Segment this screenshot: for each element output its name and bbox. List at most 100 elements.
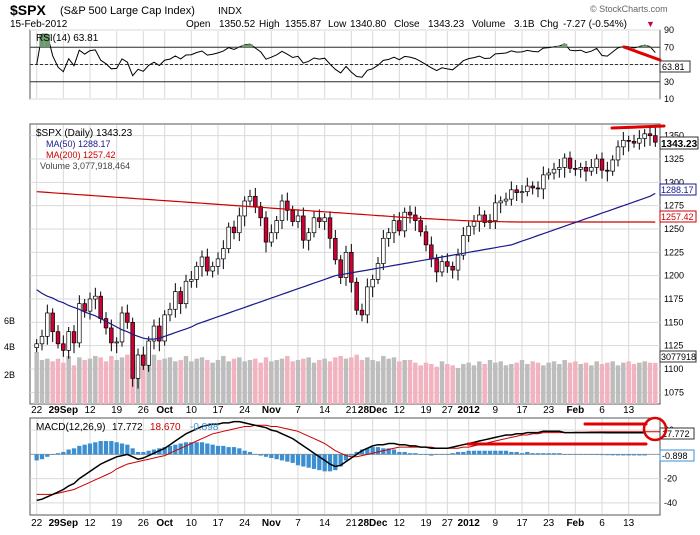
macd-histogram-bar <box>483 451 487 455</box>
open-value: 1350.52 <box>219 19 256 30</box>
macd-histogram-bar <box>472 451 476 455</box>
macd-x-tick-label: 21 <box>346 518 358 529</box>
candle-body <box>547 173 551 175</box>
volume-bar <box>653 363 657 404</box>
macd-x-tick-label: 24 <box>239 518 251 529</box>
rsi-overbought-fill <box>551 47 556 48</box>
x-tick-label: 13 <box>623 405 635 416</box>
macd-histogram-bar <box>637 454 641 455</box>
macd-histogram-bar <box>397 452 401 454</box>
candle-body <box>237 216 241 233</box>
macd-histogram-bar <box>547 453 551 454</box>
candle-body <box>35 344 39 348</box>
macd-histogram-bar <box>51 454 55 455</box>
macd-histogram-bar <box>456 452 460 454</box>
x-tick-label: 22 <box>31 405 43 416</box>
volume-bar <box>349 357 353 404</box>
volume-bar <box>333 357 337 404</box>
macd-histogram-bar <box>525 452 529 454</box>
macd-x-tick-label: 14 <box>319 518 331 529</box>
macd-histogram-bar <box>477 451 481 455</box>
candle-body <box>397 221 401 231</box>
volume-bar <box>72 365 76 404</box>
volume-bar <box>562 360 566 404</box>
rsi-overbought-fill <box>637 47 642 48</box>
macd-histogram-bar <box>77 446 81 454</box>
candle-body <box>216 259 220 266</box>
candle-body <box>579 167 583 169</box>
volume-bar <box>546 363 550 404</box>
macd-histogram-bar <box>429 454 433 455</box>
volume-bar <box>536 363 540 404</box>
x-tick-label: 17 <box>212 405 224 416</box>
macd-x-tick-label: 26 <box>138 518 150 529</box>
candle-body <box>115 342 119 343</box>
price-tick-label: 1175 <box>664 294 683 304</box>
candle-body <box>504 199 508 201</box>
volume-bar <box>488 360 492 404</box>
x-tick-label: 10 <box>186 405 198 416</box>
macd-tick-label: -20 <box>664 474 677 484</box>
candle-body <box>568 158 572 168</box>
volume-tick-label: 6B <box>4 316 15 326</box>
macd-histogram-bar <box>627 454 631 455</box>
rsi-tick-label: 10 <box>664 94 674 104</box>
volume-bar <box>466 363 470 404</box>
volume-bar <box>424 363 428 404</box>
candle-body <box>611 160 615 171</box>
x-tick-label: 19 <box>420 405 432 416</box>
volume-bar <box>248 360 252 404</box>
candle-body <box>589 167 593 171</box>
macd-histogram-bar <box>392 450 396 455</box>
candle-body <box>99 296 103 318</box>
volume-bar <box>376 361 380 404</box>
hist-value-text: -0.898 <box>662 451 688 461</box>
candle-body <box>365 287 369 315</box>
volume-bar <box>397 361 401 404</box>
candle-body <box>541 175 545 189</box>
volume-bar <box>306 357 310 404</box>
low-label: Low <box>328 19 347 30</box>
low-value: 1340.80 <box>350 19 387 30</box>
date-label: 15-Feb-2012 <box>10 19 68 30</box>
candle-body <box>520 192 524 193</box>
macd-histogram-bar <box>557 453 561 454</box>
macd-histogram-bar <box>104 441 108 454</box>
x-tick-label: 2012 <box>458 405 481 416</box>
candle-body <box>200 257 204 266</box>
macd-histogram-bar <box>568 454 572 455</box>
rsi-value-text: 63.81 <box>662 62 685 72</box>
volume-bar <box>498 361 502 404</box>
candle-body <box>403 212 407 231</box>
macd-histogram-bar <box>589 454 593 455</box>
volume-bar <box>312 363 316 404</box>
candle-body <box>653 136 657 143</box>
macd-histogram-bar <box>147 451 151 455</box>
volume-bar <box>184 356 188 404</box>
macd-histogram-bar <box>205 443 209 454</box>
rsi-tick-label: 90 <box>664 25 674 35</box>
x-tick-label: 9 <box>493 405 499 416</box>
macd-histogram-bar <box>408 453 412 454</box>
candle-body <box>515 190 519 193</box>
candle-body <box>131 322 135 378</box>
macd-histogram-bar <box>248 452 252 454</box>
ma200-legend: MA(200) 1257.42 <box>46 150 116 160</box>
macd-histogram-bar <box>467 451 471 455</box>
macd-histogram-bar <box>307 454 311 467</box>
macd-histogram-bar <box>237 448 241 454</box>
candle-body <box>45 313 49 336</box>
x-tick-label: 12 <box>84 405 96 416</box>
macd-histogram-bar <box>291 454 295 462</box>
volume-bar <box>301 359 305 404</box>
candle-body <box>616 147 620 160</box>
volume-tick-label: 4B <box>4 342 15 352</box>
candle-body <box>264 218 268 242</box>
x-tick-label: 27 <box>442 405 454 416</box>
macd-x-tick-label: 12 <box>394 518 406 529</box>
candle-body <box>573 168 577 169</box>
volume-bar <box>258 363 262 404</box>
macd-legend-hist: -0.898 <box>190 422 219 433</box>
candle-body <box>605 170 609 171</box>
candle-body <box>563 158 567 167</box>
